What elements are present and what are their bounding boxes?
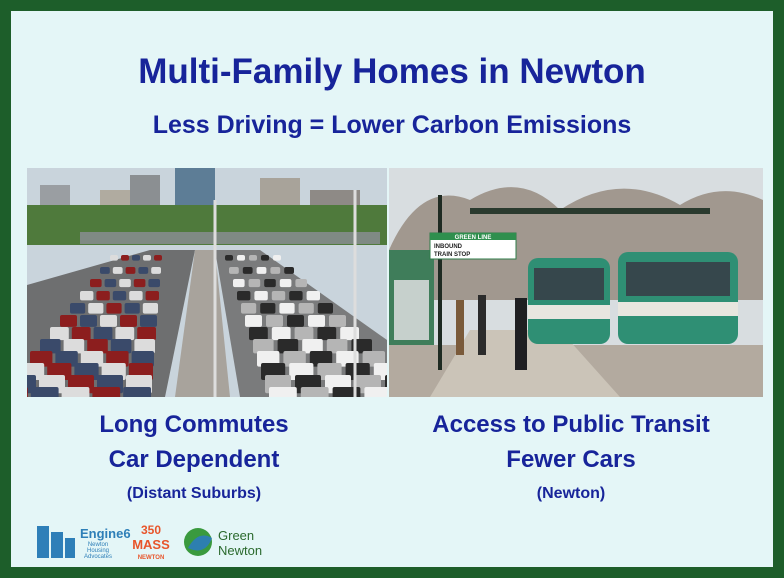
car (70, 303, 85, 314)
car (105, 279, 117, 287)
car (140, 315, 157, 327)
sign-text: TRAIN STOP (434, 252, 470, 258)
car (151, 267, 161, 274)
car (146, 291, 159, 300)
logo-text: MASS (132, 537, 170, 552)
car (257, 267, 267, 274)
subtitle: Less Driving = Lower Carbon Emissions (153, 111, 632, 139)
car (260, 303, 275, 314)
car (90, 279, 102, 287)
car (119, 279, 131, 287)
car (289, 291, 302, 300)
panel-line: Access to Public Transit (432, 411, 709, 438)
car (318, 303, 333, 314)
car (272, 327, 291, 340)
logo-text: Advocates (84, 554, 112, 560)
car (237, 291, 250, 300)
car (115, 327, 134, 340)
car (96, 291, 109, 300)
car (121, 255, 129, 261)
car (254, 291, 267, 300)
car (295, 327, 314, 340)
panel-note: (Newton) (537, 485, 605, 502)
transit-photo: GREEN LINE INBOUND TRAIN STOP (389, 168, 763, 397)
car (80, 291, 93, 300)
car (143, 255, 151, 261)
car (100, 267, 110, 274)
car (284, 267, 294, 274)
car (280, 279, 292, 287)
car (273, 255, 281, 261)
car (241, 303, 256, 314)
car (143, 303, 158, 314)
highway-photo (0, 168, 424, 406)
car (94, 327, 113, 340)
car (249, 327, 268, 340)
car (110, 255, 118, 261)
car (329, 315, 346, 327)
car (80, 315, 97, 327)
car (148, 279, 160, 287)
car (50, 327, 69, 340)
logo-text: NEWTON (138, 555, 165, 561)
car (154, 255, 162, 261)
car (125, 303, 140, 314)
car (317, 327, 336, 340)
panel-note: (Distant Suburbs) (127, 485, 261, 502)
car (88, 303, 103, 314)
car (134, 279, 146, 287)
car (245, 315, 262, 327)
car (132, 255, 140, 261)
car (138, 267, 148, 274)
car (100, 315, 117, 327)
logo-text: Green (218, 528, 254, 543)
car (137, 327, 156, 340)
poster: Multi-Family Homes in Newton Less Drivin… (0, 0, 784, 578)
logo-green-newton: Green Newton (184, 528, 262, 558)
car (129, 291, 142, 300)
car (60, 315, 77, 327)
car (266, 315, 283, 327)
car (233, 279, 245, 287)
sign-text: GREEN LINE (455, 235, 492, 241)
car (243, 267, 253, 274)
car (225, 255, 233, 261)
car (106, 303, 121, 314)
car (295, 279, 307, 287)
title: Multi-Family Homes in Newton (138, 52, 646, 91)
poster-canvas: Multi-Family Homes in Newton Less Drivin… (0, 0, 784, 578)
car (229, 267, 239, 274)
car (237, 255, 245, 261)
car (113, 267, 123, 274)
panel-line: Fewer Cars (506, 446, 635, 473)
car (264, 279, 276, 287)
car (249, 279, 261, 287)
car (270, 267, 280, 274)
sign-text: INBOUND (434, 244, 463, 250)
car (261, 255, 269, 261)
logo-text: Newton (218, 543, 262, 558)
car (308, 315, 325, 327)
car (279, 303, 294, 314)
panel-line: Long Commutes (99, 411, 288, 438)
car (126, 267, 136, 274)
car (272, 291, 285, 300)
car (299, 303, 314, 314)
car (72, 327, 91, 340)
logo-text: 350 (141, 523, 161, 537)
car (249, 255, 257, 261)
panel-line: Car Dependent (109, 446, 280, 473)
logo-text: Engine6 (80, 526, 131, 541)
car (113, 291, 126, 300)
car (287, 315, 304, 327)
car (307, 291, 320, 300)
car (120, 315, 137, 327)
